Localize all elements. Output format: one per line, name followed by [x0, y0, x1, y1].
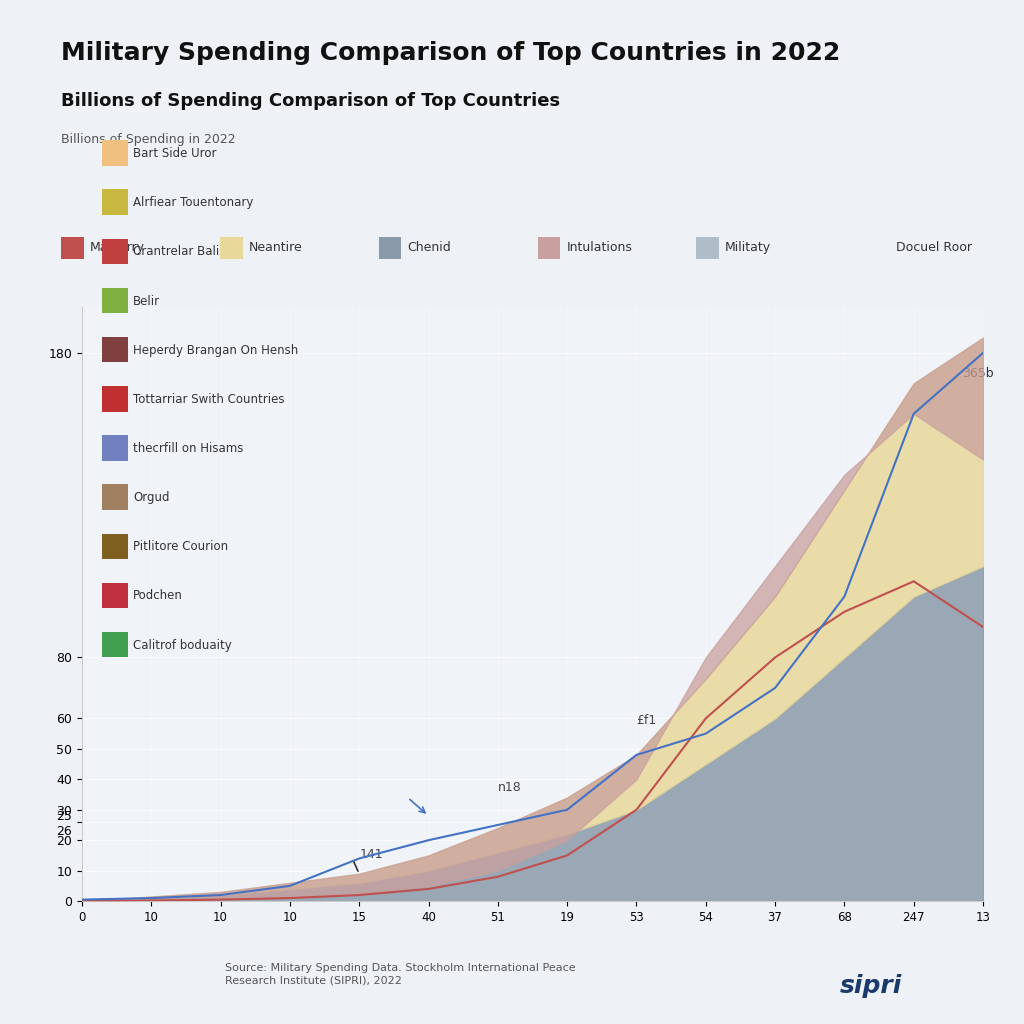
- Text: Neantire: Neantire: [249, 242, 302, 254]
- Text: Pitlitore Courion: Pitlitore Courion: [133, 541, 228, 553]
- Text: Intulations: Intulations: [566, 242, 632, 254]
- Text: Tottarriar Swith Countries: Tottarriar Swith Countries: [133, 393, 285, 406]
- Text: Docuel Roor: Docuel Roor: [896, 242, 972, 254]
- Text: Orgud: Orgud: [133, 492, 170, 504]
- Text: Maliforry: Maliforry: [90, 242, 145, 254]
- Text: Alrfiear Touentonary: Alrfiear Touentonary: [133, 197, 254, 209]
- Text: Source: Military Spending Data. Stockholm International Peace
Research Institute: Source: Military Spending Data. Stockhol…: [225, 964, 575, 985]
- Text: Militaty: Militaty: [725, 242, 771, 254]
- Text: Crantrelar Baliser: Crantrelar Baliser: [133, 246, 238, 258]
- Text: n18: n18: [498, 781, 521, 795]
- Text: 141: 141: [359, 849, 383, 861]
- Text: Chenid: Chenid: [408, 242, 452, 254]
- Text: Calitrof boduaity: Calitrof boduaity: [133, 639, 231, 651]
- Text: Heperdy Brangan On Hensh: Heperdy Brangan On Hensh: [133, 344, 298, 356]
- Text: Billions of Spending Comparison of Top Countries: Billions of Spending Comparison of Top C…: [61, 92, 560, 111]
- Text: sipri: sipri: [840, 974, 902, 998]
- Text: thecrfill on Hisams: thecrfill on Hisams: [133, 442, 244, 455]
- Text: £f1: £f1: [637, 715, 656, 727]
- Text: Billions of Spending in 2022: Billions of Spending in 2022: [61, 133, 237, 146]
- Text: Belir: Belir: [133, 295, 160, 307]
- Text: Bart Side Uror: Bart Side Uror: [133, 147, 217, 160]
- Text: Military Spending Comparison of Top Countries in 2022: Military Spending Comparison of Top Coun…: [61, 41, 841, 65]
- Text: 365b: 365b: [963, 368, 994, 380]
- Text: Podchen: Podchen: [133, 590, 183, 602]
